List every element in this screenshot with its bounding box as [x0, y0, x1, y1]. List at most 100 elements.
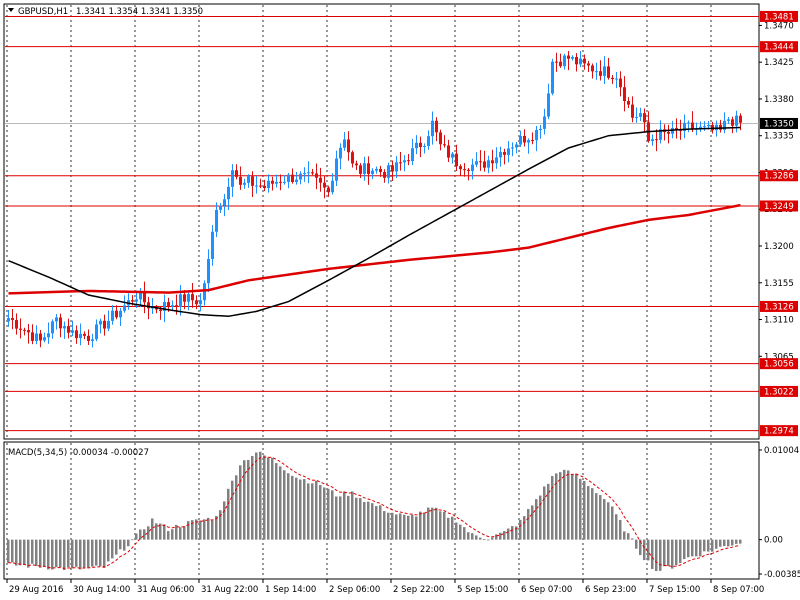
macd-bar [559, 472, 562, 540]
candle-body [539, 128, 542, 131]
candle-body [87, 335, 90, 341]
macd-bar [11, 539, 14, 563]
candle-body [207, 258, 210, 284]
macd-bar [387, 512, 390, 540]
candle-body [95, 324, 98, 340]
macd-bar [175, 524, 178, 540]
candle-body [331, 180, 334, 193]
macd-bar [415, 516, 418, 540]
candle-body [587, 63, 590, 66]
price-tick-label: 1.3155 [764, 279, 794, 289]
macd-panel [3, 441, 760, 580]
candle-body [239, 176, 242, 185]
candle-body [39, 333, 42, 341]
macd-bar [355, 497, 358, 540]
macd-bar [51, 539, 54, 570]
macd-bar [35, 539, 38, 567]
candle-body [583, 58, 586, 64]
ma-slow-line [8, 203, 741, 295]
macd-bar [167, 531, 170, 540]
candle-body [399, 162, 402, 164]
macd-bar [119, 539, 122, 550]
candle-body [43, 337, 46, 341]
macd-bar [231, 480, 234, 540]
macd-tick-label: 0.01004 [764, 446, 799, 456]
candle-body [403, 160, 406, 163]
candle-body [235, 170, 238, 177]
level-price-box [760, 170, 798, 182]
candle-body [371, 170, 374, 175]
macd-bar [307, 483, 310, 540]
time-tick-label: 6 Sep 07:00 [521, 585, 572, 595]
level-price-box [760, 425, 798, 437]
candle-body [283, 181, 286, 183]
macd-bar [419, 511, 422, 540]
dropdown-arrow-icon[interactable] [8, 8, 14, 12]
candle-body [11, 318, 14, 320]
macd-bar [87, 539, 90, 568]
candle-body [591, 65, 594, 72]
ohlc-values: 1.3341 1.3354 1.3341 1.3350 [76, 7, 203, 17]
candle-body [387, 165, 390, 178]
macd-bar [163, 524, 166, 540]
macd-bar [151, 518, 154, 540]
candle-body [455, 153, 458, 167]
macd-bar [171, 529, 174, 540]
macd-bar [731, 539, 734, 546]
candle-body [395, 162, 398, 172]
candle-body [163, 302, 166, 311]
candle-body [251, 176, 254, 186]
candle-body [267, 180, 270, 188]
macd-bar [271, 457, 274, 540]
candle-body [419, 142, 422, 147]
macd-bar [75, 539, 78, 567]
candle-body [115, 310, 118, 318]
macd-bar [403, 514, 406, 540]
candle-body [611, 77, 614, 80]
macd-bar [583, 480, 586, 540]
macd-bar [71, 539, 74, 568]
macd-bar [431, 507, 434, 540]
macd-bar [15, 539, 18, 566]
macd-bar [555, 473, 558, 540]
candle-body [339, 147, 342, 159]
macd-bar [707, 539, 710, 552]
macd-bar [147, 526, 150, 540]
ma-fast-line [8, 126, 741, 318]
candle-body [735, 115, 738, 126]
macd-bar [363, 501, 366, 540]
candle-body [83, 333, 86, 336]
macd-bar [67, 539, 70, 568]
macd-bar [543, 486, 546, 540]
candle-body [99, 320, 102, 325]
candle-body [643, 113, 646, 123]
candle-body [71, 330, 74, 333]
macd-bar [187, 521, 190, 540]
macd-bar [451, 516, 454, 540]
candle-body [311, 172, 314, 174]
macd-bar [595, 493, 598, 540]
candle-body [523, 136, 526, 143]
macd-bar [711, 539, 714, 552]
candle-body [303, 173, 306, 175]
candle-body [435, 120, 438, 133]
macd-bar [43, 539, 46, 567]
macd-axis: 0.01004 0.00 -0.00385 [759, 446, 800, 580]
macd-bar [383, 511, 386, 540]
macd-bar [531, 505, 534, 540]
macd-bar [379, 505, 382, 540]
macd-bar [615, 514, 618, 540]
candle-body [327, 187, 330, 193]
price-tick-label: 1.3065 [764, 352, 794, 362]
macd-bar [423, 512, 426, 540]
candle-body [531, 140, 534, 142]
candle-body [295, 179, 298, 182]
candle-body [739, 115, 742, 123]
macd-bar [291, 475, 294, 540]
macd-bar [435, 507, 438, 540]
macd-bar [139, 529, 142, 540]
macd-bar [719, 539, 722, 547]
level-price-box [760, 200, 798, 212]
candle-body [219, 205, 222, 210]
